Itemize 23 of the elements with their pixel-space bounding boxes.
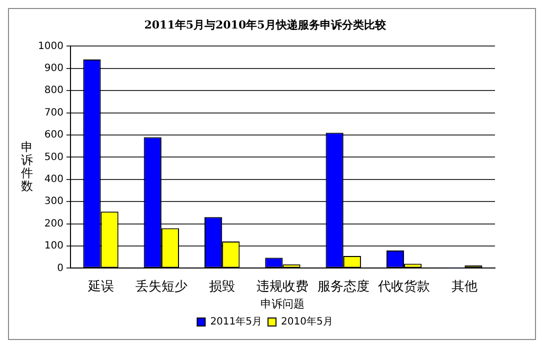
y-tick-label: 600: [44, 130, 64, 141]
x-tick-label: 其他: [452, 279, 478, 294]
y-tick-label: 200: [44, 218, 64, 230]
x-tick-label: 延误: [86, 279, 114, 294]
y-tick-label: 100: [44, 240, 64, 252]
legend-label: 2010年5月: [281, 316, 333, 328]
y-tick-label: 1000: [38, 40, 64, 52]
chart-title: 2011年5月与2010年5月快递服务申诉分类比较: [144, 18, 387, 32]
x-tick-label: 丢失短少: [135, 279, 188, 294]
x-tick-label: 代收货款: [377, 279, 430, 294]
y-tick-label: 500: [44, 152, 64, 163]
x-tick-label: 违规收费: [256, 279, 309, 294]
y-tick-label: 300: [44, 196, 64, 208]
y-tick-label: 0: [57, 262, 64, 274]
y-tick-label: 400: [44, 174, 64, 185]
y-tick-label: 800: [44, 85, 64, 96]
y-tick-label: 700: [44, 107, 64, 118]
y-tick-label: 900: [44, 62, 64, 74]
x-tick-label: 损毁: [209, 279, 236, 294]
x-axis-title: 申诉问题: [260, 297, 305, 310]
x-tick-label: 服务态度: [317, 278, 370, 294]
y-axis-title: 申诉件数: [21, 140, 34, 193]
legend-label: 2011年5月: [210, 316, 262, 328]
